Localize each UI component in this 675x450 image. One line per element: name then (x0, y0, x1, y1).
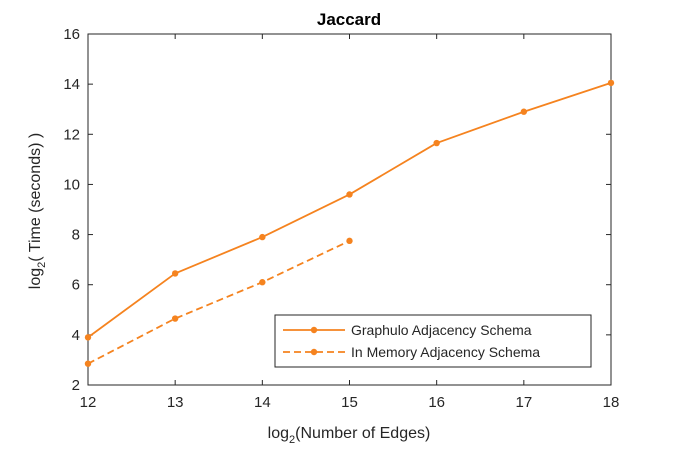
data-point (520, 108, 528, 115)
y-tick-label: 4 (72, 327, 80, 344)
data-point (346, 237, 353, 245)
x-tick-label: 15 (341, 394, 358, 411)
y-tick-label: 14 (63, 76, 80, 93)
y-tick-label: 16 (63, 26, 80, 43)
data-point (171, 270, 179, 277)
data-point (346, 191, 353, 198)
series-1 (84, 79, 615, 341)
x-tick-label: 17 (515, 394, 532, 411)
legend-marker (310, 348, 318, 356)
data-point (259, 233, 266, 241)
y-tick-label: 12 (63, 126, 80, 143)
legend-box (274, 314, 592, 368)
series-2 (84, 237, 353, 367)
legend-marker (310, 326, 318, 334)
y-tick-label: 10 (63, 176, 80, 193)
data-point (259, 279, 266, 286)
x-tick-label: 14 (254, 394, 271, 411)
data-point (171, 315, 179, 322)
series-line (87, 82, 612, 339)
legend-entry-label: Graphulo Adjacency Schema (351, 322, 532, 338)
data-point (84, 360, 92, 367)
series-line (87, 240, 350, 365)
y-tick-label: 6 (72, 277, 80, 294)
series-layer (84, 79, 615, 367)
legend: Graphulo Adjacency Schema In Memory Adjac… (274, 314, 592, 368)
x-tick-label: 18 (603, 394, 620, 411)
axes: 12 13 14 15 16 17 18 2 4 6 8 10 12 14 16 (63, 26, 619, 411)
y-tick-label: 8 (72, 227, 80, 244)
x-tick-label: 12 (80, 394, 97, 411)
data-point (607, 79, 615, 87)
legend-entry-label: In Memory Adjacency Schema (351, 344, 540, 360)
data-point (433, 139, 440, 147)
y-tick-label: 2 (72, 377, 80, 394)
x-axis-label: log2(Number of Edges) (268, 425, 431, 446)
data-point (84, 334, 92, 341)
y-axis-label: log2( Time (seconds) ) (27, 133, 48, 289)
x-tick-label: 16 (428, 394, 445, 411)
x-tick-label: 13 (167, 394, 184, 411)
chart-title: Jaccard (317, 10, 381, 29)
